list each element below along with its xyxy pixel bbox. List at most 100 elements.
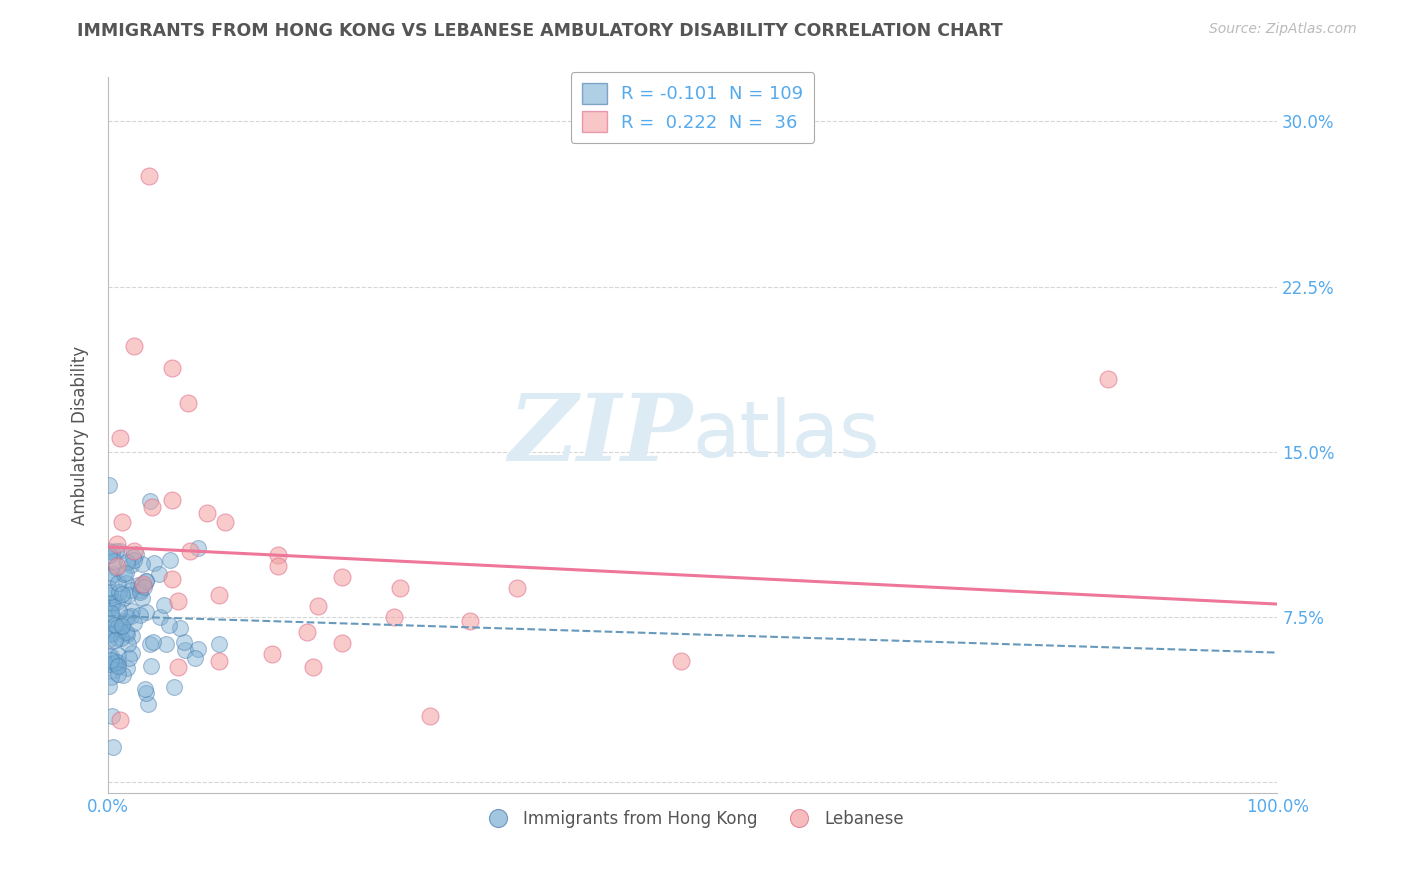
Point (115, 661, 138, 675)
Point (153, 599, 176, 613)
Point (98, 649, 121, 664)
Point (121, 646, 143, 660)
Point (1097, 372, 1119, 386)
Point (98, 570, 121, 584)
Point (111, 515, 134, 529)
Point (101, 611, 124, 625)
Point (301, 660, 323, 674)
Point (295, 625, 318, 640)
Text: Source: ZipAtlas.com: Source: ZipAtlas.com (1209, 22, 1357, 37)
Point (122, 550, 145, 565)
Point (101, 596, 124, 610)
Point (208, 654, 231, 668)
Point (167, 594, 190, 608)
Point (122, 616, 145, 631)
Point (101, 545, 124, 559)
Point (117, 588, 139, 602)
Point (179, 543, 201, 558)
Point (187, 641, 209, 656)
Point (149, 609, 172, 624)
Point (104, 633, 127, 648)
Point (162, 680, 184, 694)
Point (131, 591, 153, 606)
Point (98, 626, 121, 640)
Point (159, 553, 181, 567)
Point (98, 632, 121, 646)
Point (98, 679, 121, 693)
Point (98, 581, 121, 595)
Point (110, 631, 132, 645)
Point (129, 608, 152, 623)
Point (100, 648, 122, 663)
Point (108, 544, 131, 558)
Point (669, 654, 692, 668)
Point (195, 506, 218, 520)
Point (108, 585, 131, 599)
Point (120, 609, 142, 624)
Point (104, 543, 127, 558)
Point (100, 611, 122, 625)
Point (208, 637, 231, 651)
Point (308, 599, 330, 613)
Point (128, 585, 150, 599)
Point (506, 581, 529, 595)
Point (138, 169, 160, 184)
Point (114, 575, 136, 590)
Point (105, 537, 128, 551)
Point (131, 557, 153, 571)
Point (103, 594, 125, 608)
Text: atlas: atlas (693, 397, 880, 473)
Point (162, 493, 184, 508)
Point (157, 617, 180, 632)
Point (114, 624, 136, 639)
Point (162, 572, 184, 586)
Point (117, 637, 139, 651)
Point (260, 647, 283, 661)
Point (98, 657, 121, 671)
Point (122, 553, 145, 567)
Point (105, 620, 128, 634)
Point (98, 544, 121, 558)
Point (115, 555, 138, 569)
Point (108, 623, 131, 637)
Point (167, 660, 190, 674)
Point (101, 599, 124, 613)
Point (142, 634, 165, 648)
Point (105, 561, 128, 575)
Point (111, 668, 134, 682)
Point (98, 588, 121, 602)
Point (100, 607, 122, 621)
Point (112, 567, 135, 582)
Point (266, 548, 288, 562)
Point (135, 574, 157, 588)
Point (105, 595, 128, 609)
Point (107, 648, 129, 663)
Point (104, 618, 127, 632)
Point (330, 570, 353, 584)
Point (107, 655, 129, 669)
Point (101, 739, 124, 754)
Point (100, 670, 122, 684)
Point (107, 666, 129, 681)
Point (173, 634, 195, 648)
Point (214, 515, 236, 529)
Point (103, 566, 125, 581)
Point (98, 478, 121, 492)
Point (103, 554, 125, 568)
Point (134, 682, 156, 697)
Point (108, 431, 131, 445)
Point (131, 578, 153, 592)
Point (135, 686, 157, 700)
Point (108, 713, 131, 727)
Point (103, 625, 125, 640)
Point (132, 576, 155, 591)
Point (115, 566, 138, 580)
Point (384, 609, 406, 624)
Point (136, 698, 159, 712)
Point (134, 580, 156, 594)
Point (103, 656, 125, 670)
Point (460, 614, 482, 628)
Point (121, 629, 143, 643)
Point (121, 604, 143, 618)
Point (107, 620, 129, 634)
